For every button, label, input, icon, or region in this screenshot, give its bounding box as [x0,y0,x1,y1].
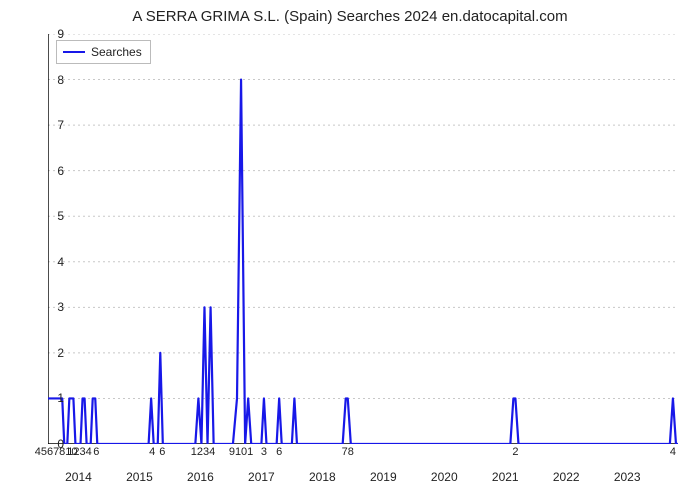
x-year-label: 2021 [492,470,519,484]
x-point-label: 6 [276,446,282,458]
y-tick-label: 5 [57,209,64,223]
x-point-label: 3 [261,446,267,458]
x-point-label: 6 [159,446,165,458]
x-year-label: 2022 [553,470,580,484]
chart-container: A SERRA GRIMA S.L. (Spain) Searches 2024… [0,0,700,500]
x-year-label: 2016 [187,470,214,484]
x-point-label: 2 [512,446,518,458]
legend-label: Searches [91,45,142,59]
x-year-label: 2017 [248,470,275,484]
x-point-label: 78 [342,446,354,458]
y-tick-label: 9 [57,27,64,41]
x-year-label: 2015 [126,470,153,484]
x-point-label: 1234 [67,446,91,458]
x-year-label: 2014 [65,470,92,484]
x-year-label: 2020 [431,470,458,484]
x-point-label: 4 [670,446,676,458]
chart-plot [48,34,678,444]
y-tick-label: 7 [57,118,64,132]
x-year-label: 2018 [309,470,336,484]
x-point-label: 4 [149,446,155,458]
y-tick-label: 6 [57,164,64,178]
x-point-label: 1234 [191,446,215,458]
chart-legend: Searches [56,40,151,64]
x-point-label: 9101 [229,446,253,458]
y-tick-label: 1 [57,391,64,405]
x-year-label: 2023 [614,470,641,484]
legend-swatch [63,51,85,53]
chart-title: A SERRA GRIMA S.L. (Spain) Searches 2024… [0,8,700,25]
y-tick-label: 2 [57,346,64,360]
x-point-label: 6 [93,446,99,458]
y-tick-label: 3 [57,300,64,314]
x-year-label: 2019 [370,470,397,484]
y-tick-label: 4 [57,255,64,269]
y-tick-label: 8 [57,73,64,87]
